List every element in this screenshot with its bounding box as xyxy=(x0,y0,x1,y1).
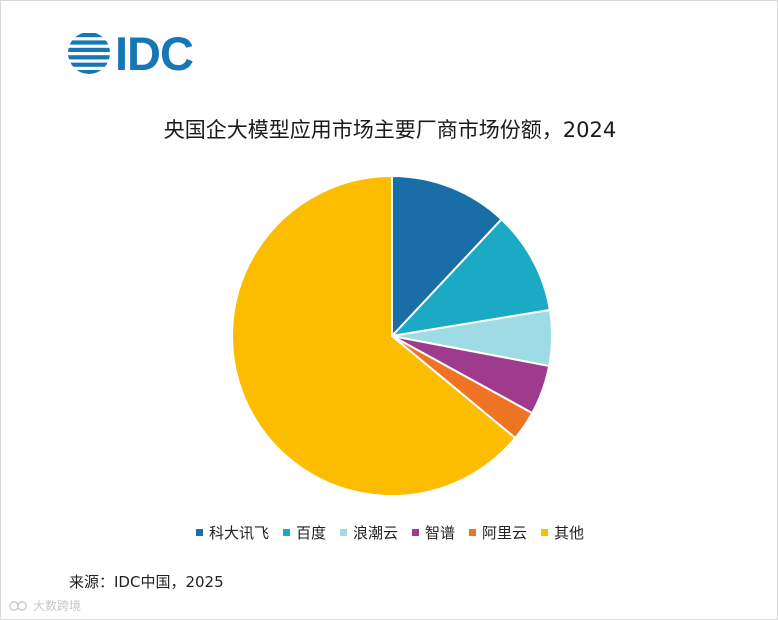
legend-item: 智谱 xyxy=(412,522,455,543)
legend-swatch xyxy=(541,529,549,536)
pie-slice-6 xyxy=(231,175,517,497)
legend-label: 其他 xyxy=(554,524,585,542)
watermark-logo-icon xyxy=(9,600,27,611)
globe-icon xyxy=(68,33,110,74)
legend-label: 阿里云 xyxy=(482,524,528,542)
source-note: 来源：IDC中国，2025 xyxy=(69,573,224,591)
chart-legend: 科大讯飞 百度 浪潮云 智谱 阿里云 其他 xyxy=(1,522,778,543)
logo-wordmark: IDC xyxy=(115,26,194,80)
legend-item: 百度 xyxy=(282,522,326,543)
legend-label: 浪潮云 xyxy=(352,524,398,542)
pie-slice-2 xyxy=(391,218,551,337)
watermark-text: 大数跨境 xyxy=(33,599,82,613)
legend-item: 浪潮云 xyxy=(339,522,398,543)
legend-swatch xyxy=(282,529,290,536)
legend-swatch xyxy=(412,529,419,536)
legend-item: 其他 xyxy=(541,522,584,543)
legend-label: 科大讯飞 xyxy=(208,524,269,542)
legend-item: 科大讯飞 xyxy=(195,522,269,543)
legend-swatch xyxy=(195,529,203,536)
pie-slice-1 xyxy=(391,175,503,337)
legend-swatch xyxy=(469,529,477,536)
chart-title: 央国企大模型应用市场主要厂商市场份额，2024 xyxy=(163,118,617,142)
legend-item: 阿里云 xyxy=(469,522,527,543)
watermark: 大数跨境 xyxy=(9,597,81,614)
pie-chart xyxy=(231,175,553,497)
legend-label: 智谱 xyxy=(425,524,456,542)
idc-logo: IDC xyxy=(67,25,194,81)
legend-swatch xyxy=(339,529,347,536)
legend-label: 百度 xyxy=(295,524,326,542)
